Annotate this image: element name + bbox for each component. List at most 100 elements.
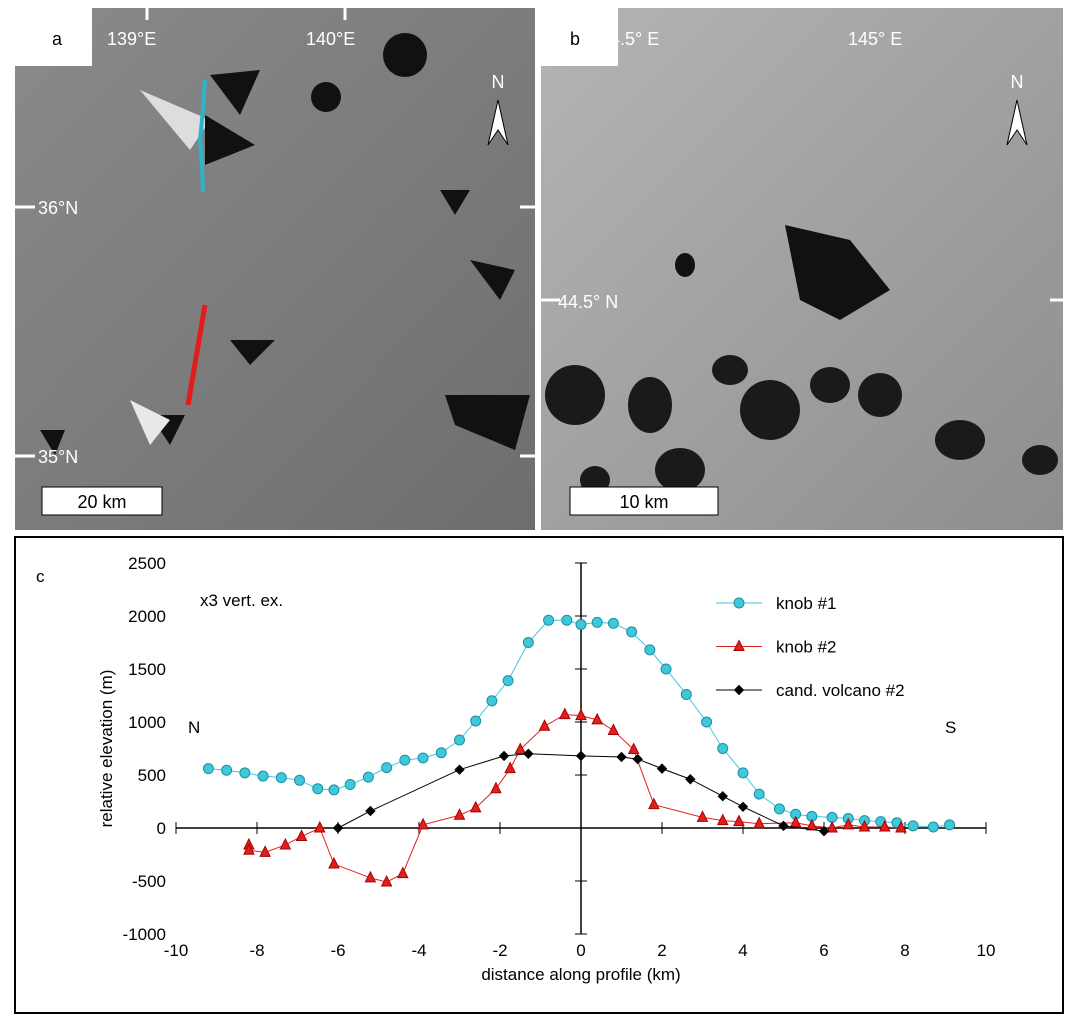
data-point [818, 825, 830, 837]
data-point [380, 874, 393, 887]
data-point [656, 763, 668, 774]
y-tick-label: -1000 [123, 925, 166, 944]
data-point [607, 617, 619, 629]
data-point [716, 813, 729, 826]
data-point [470, 715, 482, 727]
data-point [907, 820, 919, 832]
legend-label: knob #2 [776, 638, 837, 657]
y-tick-label: 1500 [128, 660, 166, 679]
data-point [927, 821, 939, 833]
lon-label: 144.5° E [590, 29, 659, 49]
y-tick-label: 1000 [128, 713, 166, 732]
panel-a-image [15, 8, 535, 530]
y-tick-label: 2000 [128, 607, 166, 626]
data-point [878, 819, 891, 832]
data-point [648, 797, 660, 810]
data-point [701, 716, 713, 728]
direction-label: N [188, 718, 200, 737]
lat-label: 36°N [38, 198, 78, 218]
data-point [399, 754, 411, 766]
data-point [753, 788, 765, 800]
data-point [498, 750, 510, 762]
series-line [248, 714, 901, 883]
x-tick-label: 10 [977, 941, 996, 960]
x-tick-label: 8 [900, 941, 909, 960]
data-point [575, 708, 587, 721]
data-point [753, 816, 766, 829]
data-point [454, 764, 465, 775]
data-point [842, 817, 855, 830]
data-point [733, 814, 745, 827]
data-point [417, 752, 429, 764]
data-point [607, 723, 620, 735]
data-point [502, 675, 514, 687]
scale-bar-label: 10 km [619, 492, 668, 512]
data-point [575, 618, 587, 630]
data-point [858, 819, 871, 832]
panel-label: c [36, 567, 45, 586]
data-point [680, 688, 692, 700]
data-point [469, 800, 482, 813]
data-point [294, 774, 306, 786]
data-point [221, 764, 233, 776]
data-point [313, 820, 326, 833]
legend-marker [733, 684, 745, 696]
x-tick-label: -4 [411, 941, 426, 960]
x-tick-label: 6 [819, 941, 828, 960]
y-tick-label: 2500 [128, 554, 166, 573]
data-point [522, 637, 534, 648]
data-point [435, 747, 447, 759]
data-point [543, 614, 555, 626]
data-point [717, 743, 729, 754]
data-point [558, 707, 571, 720]
data-point [632, 753, 643, 765]
data-point [396, 866, 409, 879]
data-point [332, 822, 344, 834]
data-point [328, 784, 340, 796]
data-point [257, 770, 269, 782]
data-point [737, 801, 749, 813]
data-point [660, 663, 672, 675]
data-point [453, 808, 466, 820]
data-point [626, 626, 638, 638]
data-point [696, 810, 709, 822]
panel-label: a [52, 29, 63, 49]
lon-label: 139°E [107, 29, 156, 49]
data-point [575, 750, 587, 762]
data-point [895, 820, 907, 833]
scale-bar-label: 20 km [77, 492, 126, 512]
data-point [279, 837, 292, 850]
x-tick-label: 2 [657, 941, 666, 960]
data-point [364, 870, 377, 883]
data-point [417, 817, 429, 830]
lon-label: 140°E [306, 29, 355, 49]
data-point [275, 772, 287, 784]
legend-marker [733, 639, 745, 651]
data-point [362, 771, 374, 783]
data-point [644, 644, 656, 656]
data-point [685, 774, 696, 785]
data-point [561, 614, 573, 626]
data-point [504, 761, 516, 774]
data-point [381, 762, 393, 774]
x-tick-label: -8 [249, 941, 264, 960]
data-point [295, 829, 308, 841]
x-tick-label: -6 [330, 941, 345, 960]
y-tick-label: -500 [132, 872, 166, 891]
legend-label: knob #1 [776, 594, 837, 613]
data-point [490, 781, 502, 794]
chart-frame [14, 536, 1064, 1014]
data-point [523, 748, 534, 760]
data-point [627, 742, 640, 755]
direction-label: S [945, 718, 956, 737]
data-point [591, 712, 604, 725]
data-point [328, 856, 340, 869]
data-point [944, 819, 956, 831]
lat-label: 35°N [38, 447, 78, 467]
data-point [717, 790, 728, 802]
legend-marker [733, 597, 745, 609]
north-label: N [492, 72, 505, 92]
annotation: x3 vert. ex. [200, 591, 283, 610]
